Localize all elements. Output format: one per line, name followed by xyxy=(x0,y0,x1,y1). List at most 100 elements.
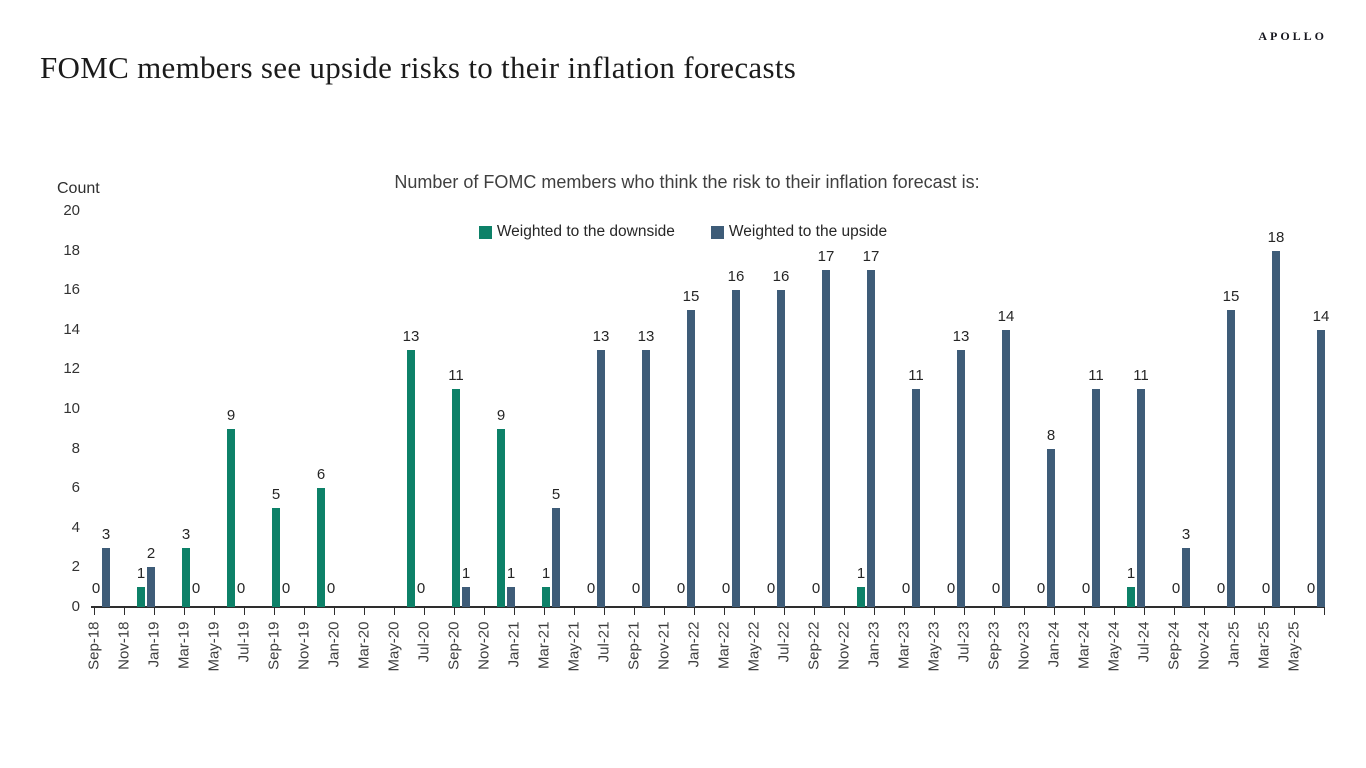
x-tick-label: Jan-25 xyxy=(1225,621,1243,668)
x-tick-label: May-24 xyxy=(1105,621,1123,672)
y-tick-label: 10 xyxy=(63,400,80,417)
bar-downside xyxy=(137,587,145,607)
bar-upside xyxy=(867,270,875,607)
x-tick xyxy=(153,607,155,615)
page-title: FOMC members see upside risks to their i… xyxy=(40,50,797,85)
x-tick xyxy=(123,607,125,615)
x-tick-label: Jul-21 xyxy=(595,621,613,663)
bar-downside xyxy=(857,587,865,607)
bar-value-label: 3 xyxy=(181,525,191,543)
bar-value-label: 17 xyxy=(862,248,880,266)
x-tick xyxy=(333,607,335,615)
bar-value-label: 8 xyxy=(1046,426,1056,444)
x-tick-label: Mar-22 xyxy=(715,621,733,670)
x-tick xyxy=(1023,607,1025,615)
x-tick xyxy=(573,607,575,615)
x-tick-label: May-23 xyxy=(925,621,943,672)
bar-value-label: 0 xyxy=(946,580,956,597)
x-tick-label: Nov-19 xyxy=(295,621,313,670)
bar-value-label: 0 xyxy=(1306,580,1316,597)
y-tick-label: 18 xyxy=(63,241,80,259)
bar-value-label: 0 xyxy=(1036,580,1046,597)
y-tick-label: 20 xyxy=(63,202,80,219)
bar-upside xyxy=(1002,329,1010,607)
x-tick-label: May-21 xyxy=(565,621,583,672)
x-tick xyxy=(753,607,755,615)
x-tick-label: Mar-21 xyxy=(535,621,553,670)
x-tick xyxy=(363,607,365,615)
x-tick-label: Nov-18 xyxy=(115,621,133,670)
bar-upside xyxy=(642,349,650,607)
x-tick xyxy=(1263,607,1265,615)
bar-downside xyxy=(497,428,505,607)
bar-upside xyxy=(777,290,785,607)
bar-value-label: 13 xyxy=(952,327,970,345)
bar-value-label: 15 xyxy=(1222,288,1240,305)
bar-downside xyxy=(227,428,235,607)
x-tick xyxy=(543,607,545,615)
bar-value-label: 3 xyxy=(101,525,111,543)
bar-value-label: 0 xyxy=(1216,580,1226,597)
x-tick-label: Mar-25 xyxy=(1255,621,1273,670)
legend-item-upside: Weighted to the upside xyxy=(710,223,887,241)
x-tick xyxy=(453,607,455,615)
x-tick xyxy=(1083,607,1085,615)
bar-value-label: 0 xyxy=(811,580,821,597)
x-tick-label: May-19 xyxy=(205,621,223,672)
bar-value-label: 0 xyxy=(91,580,101,597)
x-tick-label: Mar-24 xyxy=(1075,621,1093,670)
bar-upside xyxy=(732,290,740,607)
y-tick-label: 4 xyxy=(71,518,80,536)
x-tick xyxy=(873,607,875,615)
bar-upside xyxy=(507,587,515,607)
x-tick-label: Sep-24 xyxy=(1165,621,1183,670)
x-tick xyxy=(303,607,305,615)
legend-swatch-downside-icon xyxy=(478,225,492,239)
x-axis-line xyxy=(91,606,1325,608)
bar-value-label: 11 xyxy=(1088,367,1104,385)
x-tick xyxy=(663,607,665,615)
x-tick xyxy=(1203,607,1205,615)
x-tick xyxy=(813,607,815,615)
x-tick-label: May-20 xyxy=(385,621,403,672)
bar-value-label: 14 xyxy=(1312,307,1330,325)
x-tick-label: Sep-23 xyxy=(985,621,1003,670)
x-tick xyxy=(243,607,245,615)
x-tick-label: Sep-18 xyxy=(85,621,103,670)
x-tick-label: Jan-23 xyxy=(865,621,883,668)
x-tick-label: Jul-23 xyxy=(955,621,973,663)
x-tick xyxy=(1173,607,1175,615)
bar-value-label: 0 xyxy=(676,580,686,597)
x-tick xyxy=(513,607,515,615)
bar-value-label: 5 xyxy=(271,486,281,503)
x-tick-label: Jan-21 xyxy=(505,621,523,668)
bar-value-label: 0 xyxy=(991,580,1001,597)
bar-value-label: 18 xyxy=(1267,228,1285,246)
bar-value-label: 2 xyxy=(146,545,156,563)
x-tick xyxy=(1143,607,1145,615)
x-tick-label: Sep-19 xyxy=(265,621,283,670)
bar-downside xyxy=(272,508,280,607)
x-tick xyxy=(1293,607,1295,615)
bar-value-label: 1 xyxy=(461,565,471,583)
bar-value-label: 0 xyxy=(631,580,641,597)
x-tick xyxy=(783,607,785,615)
bar-upside xyxy=(552,508,560,607)
bar-upside xyxy=(687,310,695,607)
bar-upside xyxy=(957,349,965,607)
bar-upside xyxy=(1182,547,1190,607)
x-tick xyxy=(213,607,215,615)
bar-upside xyxy=(822,270,830,607)
bar-value-label: 1 xyxy=(541,565,551,583)
x-tick-label: Jul-22 xyxy=(775,621,793,663)
y-axis-title: Count xyxy=(57,180,100,197)
brand-logo: APOLLO xyxy=(1258,29,1327,43)
bar-value-label: 1 xyxy=(506,565,516,583)
y-tick-label: 0 xyxy=(71,598,80,615)
y-tick-label: 12 xyxy=(63,360,80,378)
x-tick xyxy=(933,607,935,615)
x-tick xyxy=(183,607,185,615)
bar-upside xyxy=(1092,389,1100,607)
x-tick xyxy=(603,607,605,615)
x-tick-label: Jan-24 xyxy=(1045,621,1063,668)
